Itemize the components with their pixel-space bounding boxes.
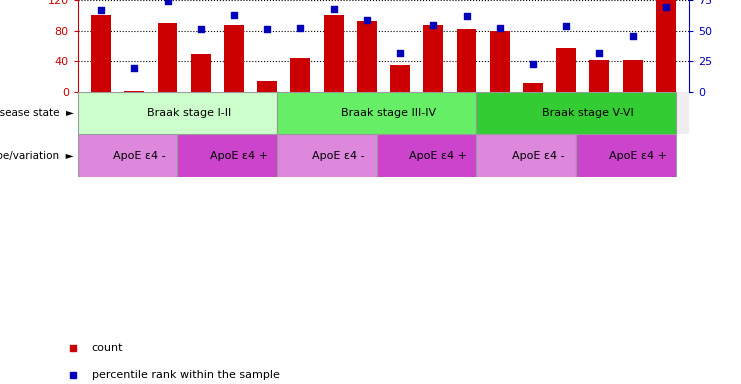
Bar	[656, 0, 676, 92]
Point	[95, 7, 107, 13]
Bar	[589, 60, 609, 92]
Text: Braak stage III-IV: Braak stage III-IV	[341, 108, 436, 118]
Point	[627, 33, 639, 39]
Bar	[476, 92, 676, 134]
Text: Braak stage I-II: Braak stage I-II	[147, 108, 231, 118]
Bar	[456, 29, 476, 92]
Point	[428, 22, 439, 28]
Bar	[390, 65, 410, 92]
Bar	[523, 83, 543, 92]
Text: ApoE ε4 +: ApoE ε4 +	[409, 151, 468, 161]
Text: percentile rank within the sample: percentile rank within the sample	[92, 370, 279, 380]
Bar	[357, 21, 377, 92]
Text: ApoE ε4 -: ApoE ε4 -	[312, 151, 365, 161]
Bar	[476, 134, 576, 177]
Bar	[178, 134, 277, 177]
Point	[162, 0, 173, 4]
Point	[228, 12, 240, 18]
Bar	[158, 23, 178, 92]
Bar	[91, 15, 111, 92]
Point	[461, 13, 473, 19]
Point	[660, 4, 672, 10]
Bar	[277, 92, 476, 134]
Text: ApoE ε4 -: ApoE ε4 -	[511, 151, 565, 161]
Bar	[277, 134, 377, 177]
Bar	[78, 92, 277, 134]
Point	[128, 65, 140, 71]
Text: ApoE ε4 +: ApoE ε4 +	[210, 151, 268, 161]
Point	[262, 26, 273, 33]
Bar	[377, 134, 476, 177]
Point	[394, 50, 406, 56]
Point	[527, 61, 539, 67]
Text: Braak stage V-VI: Braak stage V-VI	[542, 108, 634, 118]
Point	[195, 26, 207, 33]
Point	[560, 23, 572, 29]
Text: ApoE ε4 -: ApoE ε4 -	[113, 151, 165, 161]
Bar	[324, 15, 344, 92]
Bar	[490, 31, 510, 92]
Bar	[257, 81, 277, 92]
Bar	[224, 25, 244, 92]
Point	[361, 17, 373, 23]
Text: count: count	[92, 343, 123, 353]
Bar	[290, 58, 310, 92]
Bar	[190, 54, 210, 92]
Point	[594, 50, 605, 56]
Text: genotype/variation  ►: genotype/variation ►	[0, 151, 74, 161]
Bar	[576, 134, 676, 177]
Point	[294, 25, 306, 31]
Bar	[78, 92, 689, 134]
Text: ApoE ε4 +: ApoE ε4 +	[608, 151, 667, 161]
Bar	[124, 91, 144, 92]
Bar	[78, 134, 178, 177]
Text: disease state  ►: disease state ►	[0, 108, 74, 118]
Bar	[622, 60, 642, 92]
Bar	[423, 25, 443, 92]
Point	[494, 25, 505, 31]
Bar	[556, 48, 576, 92]
Point	[328, 5, 339, 12]
